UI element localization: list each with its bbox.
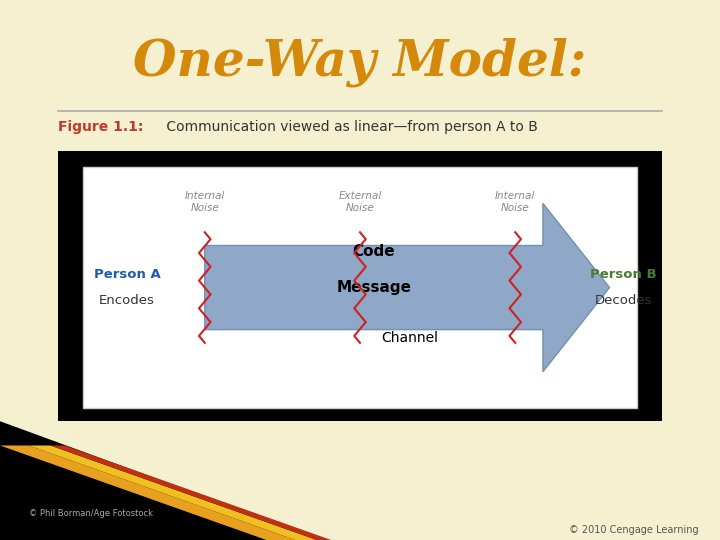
Text: Encodes: Encodes: [99, 294, 155, 307]
Text: © Phil Borman/Age Fotostock: © Phil Borman/Age Fotostock: [29, 509, 153, 518]
Polygon shape: [0, 446, 295, 540]
Polygon shape: [0, 421, 324, 540]
Text: Figure 1.1:: Figure 1.1:: [58, 120, 143, 134]
Polygon shape: [50, 446, 331, 540]
Text: Code: Code: [353, 244, 395, 259]
Text: Person A: Person A: [94, 268, 161, 281]
Text: © 2010 Cengage Learning: © 2010 Cengage Learning: [569, 524, 698, 535]
Text: One-Way Model:: One-Way Model:: [133, 37, 587, 87]
Text: External
Noise: External Noise: [338, 192, 382, 213]
Bar: [58, 151, 662, 421]
Text: Message: Message: [336, 280, 411, 295]
Text: Internal
Noise: Internal Noise: [495, 192, 536, 213]
Text: Decodes: Decodes: [595, 294, 652, 307]
Polygon shape: [29, 446, 317, 540]
Text: Internal
Noise: Internal Noise: [184, 192, 225, 213]
Text: Person B: Person B: [590, 268, 657, 281]
Bar: [83, 167, 637, 408]
Text: Communication viewed as linear—from person A to B: Communication viewed as linear—from pers…: [162, 120, 538, 134]
Polygon shape: [204, 204, 609, 372]
Text: Channel: Channel: [382, 331, 438, 345]
